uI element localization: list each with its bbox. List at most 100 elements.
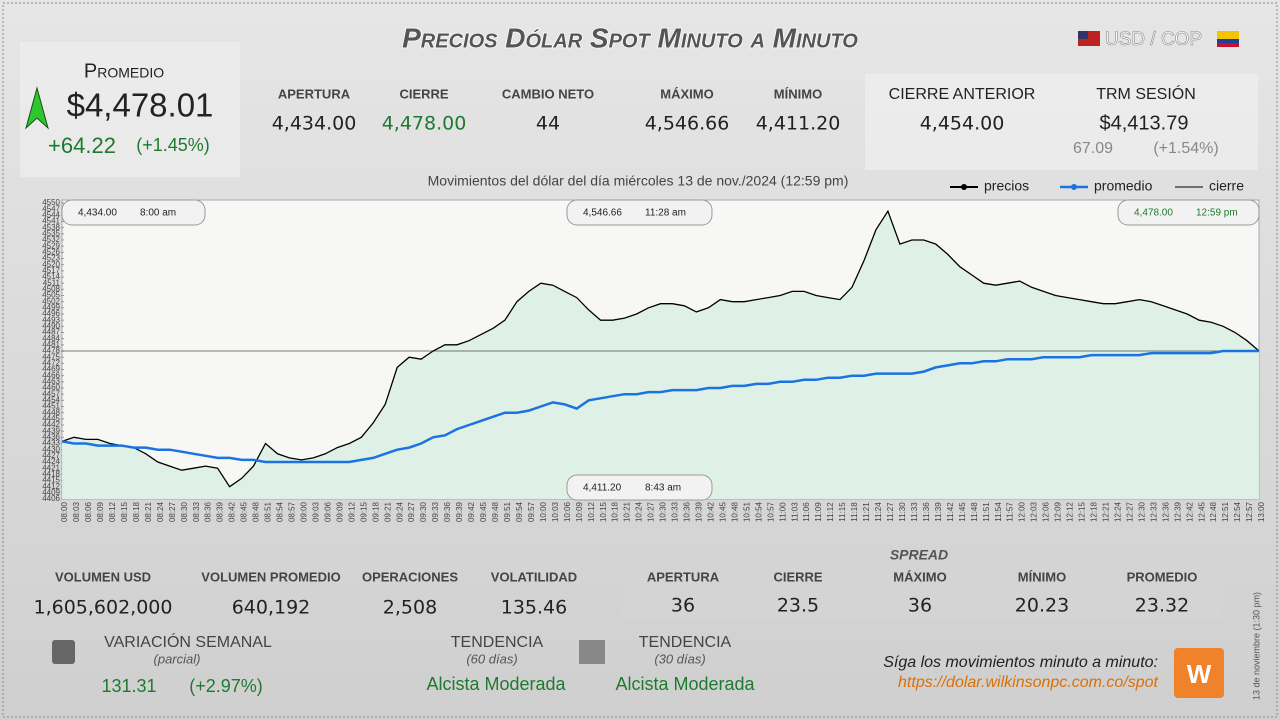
x-tick-label: 08:09	[96, 501, 105, 522]
x-tick-label: 08:45	[240, 501, 249, 522]
annotation-box	[1117, 199, 1260, 226]
x-tick-label: 09:57	[527, 501, 536, 522]
y-tick-label: 4541	[42, 217, 60, 226]
logo-mark: W	[1187, 659, 1212, 689]
volume-label: VOLATILIDAD	[491, 569, 577, 584]
stat-value: 4,434.00	[272, 113, 357, 135]
x-tick-label: 08:30	[180, 501, 189, 522]
y-tick-label: 4454	[42, 395, 60, 404]
x-tick-label: 10:36	[683, 501, 692, 522]
x-tick-label: 09:48	[491, 501, 500, 522]
stat-value: 4,411.20	[756, 113, 841, 135]
annotation-price: 4,411.20	[583, 483, 622, 494]
volume-value: 2,508	[383, 597, 437, 619]
pair: USD / COP	[1105, 29, 1202, 50]
trend-label: TENDENCIA	[451, 634, 544, 651]
co-flag	[1217, 31, 1239, 39]
legend-dot	[1071, 184, 1077, 190]
stat-label: CIERRE	[399, 86, 448, 101]
x-tick-label: 11:39	[934, 502, 943, 522]
up-arrow	[25, 86, 49, 130]
series-line	[61, 209, 1260, 488]
x-tick-label: 09:24	[395, 501, 404, 522]
y-tick-label: 4412	[42, 482, 60, 491]
x-tick-label: 08:12	[108, 501, 117, 522]
x-tick-label: 10:06	[563, 501, 572, 522]
volume-value: 1,605,602,000	[33, 597, 172, 619]
spread-title: SPREAD	[890, 547, 948, 563]
x-tick-label: 10:24	[635, 501, 644, 522]
x-tick-label: 12:12	[1066, 501, 1075, 522]
y-tick-label: 4520	[42, 260, 60, 269]
x-tick-label: 11:12	[826, 502, 835, 522]
title: Precios Dólar Spot Minuto a Minuto	[402, 22, 858, 53]
x-tick-label: 11:57	[1006, 502, 1015, 522]
stat-label: MÁXIMO	[660, 86, 713, 101]
annotation-time: 8:43 am	[645, 483, 681, 494]
x-tick-label: 09:21	[383, 501, 392, 522]
x-tick-label: 09:42	[467, 501, 476, 522]
follow-text: Síga los movimientos minuto a minuto:	[883, 654, 1158, 671]
x-tick-label: 08:33	[192, 501, 201, 522]
y-tick-label: 4532	[42, 235, 60, 244]
x-tick-label: 08:03	[72, 501, 81, 522]
x-tick-label: 09:45	[479, 501, 488, 522]
spread-label: APERTURA	[647, 569, 720, 584]
y-tick-label: 4517	[42, 266, 60, 275]
y-tick-label: 4466	[42, 371, 60, 380]
x-tick-label: 12:33	[1149, 501, 1158, 522]
annotation-price: 4,546.66	[583, 208, 622, 219]
volume-value: 135.46	[501, 597, 567, 619]
legend-label: cierre	[1209, 178, 1244, 194]
y-tick-label: 4538	[42, 223, 60, 232]
y-tick-label: 4547	[42, 204, 60, 213]
x-tick-label: 10:30	[659, 501, 668, 522]
y-tick-label: 4463	[42, 377, 60, 386]
x-tick-label: 08:54	[276, 501, 285, 522]
x-tick-label: 09:15	[359, 501, 368, 522]
x-tick-label: 12:24	[1113, 501, 1122, 522]
x-tick-label: 11:45	[958, 502, 967, 522]
volume-label: VOLUMEN USD	[55, 569, 151, 584]
trend-label: TENDENCIA	[639, 634, 732, 651]
spread-label: MÁXIMO	[893, 569, 946, 584]
y-tick-label: 4487	[42, 328, 60, 337]
x-tick-label: 10:12	[587, 501, 596, 522]
spread-label: PROMEDIO	[1127, 569, 1198, 584]
trm-value: $4,413.79	[1100, 112, 1189, 134]
legend-label: promedio	[1094, 178, 1153, 194]
y-tick-label: 4427	[42, 451, 60, 460]
x-tick-label: 11:33	[910, 502, 919, 522]
volume-label: OPERACIONES	[362, 569, 458, 584]
x-tick-label: 11:09	[814, 502, 823, 522]
us-flag-canton	[1078, 31, 1088, 39]
y-tick-label: 4505	[42, 291, 60, 300]
y-tick-label: 4550	[42, 198, 60, 207]
follow-url[interactable]: https://dolar.wilkinsonpc.com.co/spot	[898, 674, 1159, 691]
x-tick-label: 12:00	[1018, 501, 1027, 522]
x-tick-label: 08:27	[168, 501, 177, 522]
spread-value: 36	[671, 595, 695, 617]
x-tick-label: 12:27	[1125, 501, 1134, 522]
x-tick-label: 08:42	[228, 501, 237, 522]
timestamp: 13 de noviembre (1:30 pm)	[1251, 592, 1261, 700]
trend-note: (30 días)	[654, 651, 705, 666]
x-tick-label: 12:15	[1078, 501, 1087, 522]
x-tick-label: 10:03	[551, 501, 560, 522]
series-line	[61, 349, 1259, 464]
y-tick-label: 4442	[42, 420, 60, 429]
x-tick-label: 12:57	[1245, 501, 1254, 522]
legend-label: precios	[984, 178, 1029, 194]
stat-label: MÍNIMO	[774, 86, 822, 101]
x-tick-label: 11:00	[778, 502, 787, 522]
y-tick-label: 4514	[42, 272, 60, 281]
x-tick-label: 08:00	[60, 501, 69, 522]
x-tick-label: 08:15	[120, 501, 129, 522]
calendar-icon	[52, 640, 75, 664]
x-tick-label: 10:18	[611, 501, 620, 522]
y-tick-label: 4457	[42, 389, 60, 398]
x-tick-label: 11:06	[802, 502, 811, 522]
